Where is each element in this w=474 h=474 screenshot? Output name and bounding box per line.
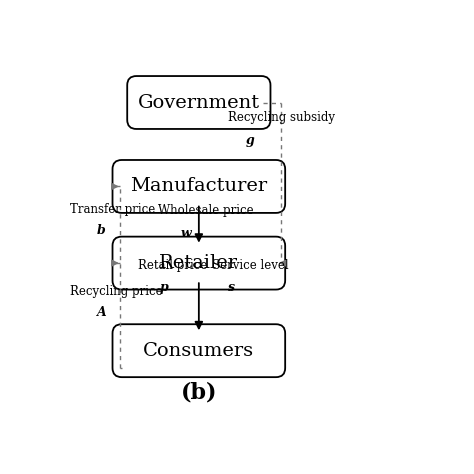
- Text: Recycling subsidy: Recycling subsidy: [228, 111, 335, 124]
- Text: Retail price: Retail price: [138, 259, 208, 272]
- FancyBboxPatch shape: [112, 324, 285, 377]
- Text: Recycling price: Recycling price: [70, 285, 163, 298]
- FancyBboxPatch shape: [112, 237, 285, 290]
- Text: Manufacturer: Manufacturer: [130, 177, 267, 195]
- FancyBboxPatch shape: [127, 76, 271, 129]
- Text: Consumers: Consumers: [143, 342, 255, 360]
- FancyBboxPatch shape: [112, 160, 285, 213]
- Text: Wholesale price: Wholesale price: [158, 204, 254, 218]
- Text: b: b: [97, 224, 106, 237]
- Text: g: g: [246, 134, 255, 146]
- Text: p: p: [160, 282, 168, 294]
- Text: (b): (b): [181, 382, 217, 404]
- Text: Service level: Service level: [212, 259, 288, 272]
- Text: Retailer: Retailer: [159, 254, 238, 272]
- Text: w: w: [181, 227, 191, 239]
- Text: s: s: [228, 282, 236, 294]
- Text: Transfer price: Transfer price: [70, 203, 155, 216]
- Text: A: A: [97, 306, 106, 319]
- Text: Government: Government: [138, 93, 260, 111]
